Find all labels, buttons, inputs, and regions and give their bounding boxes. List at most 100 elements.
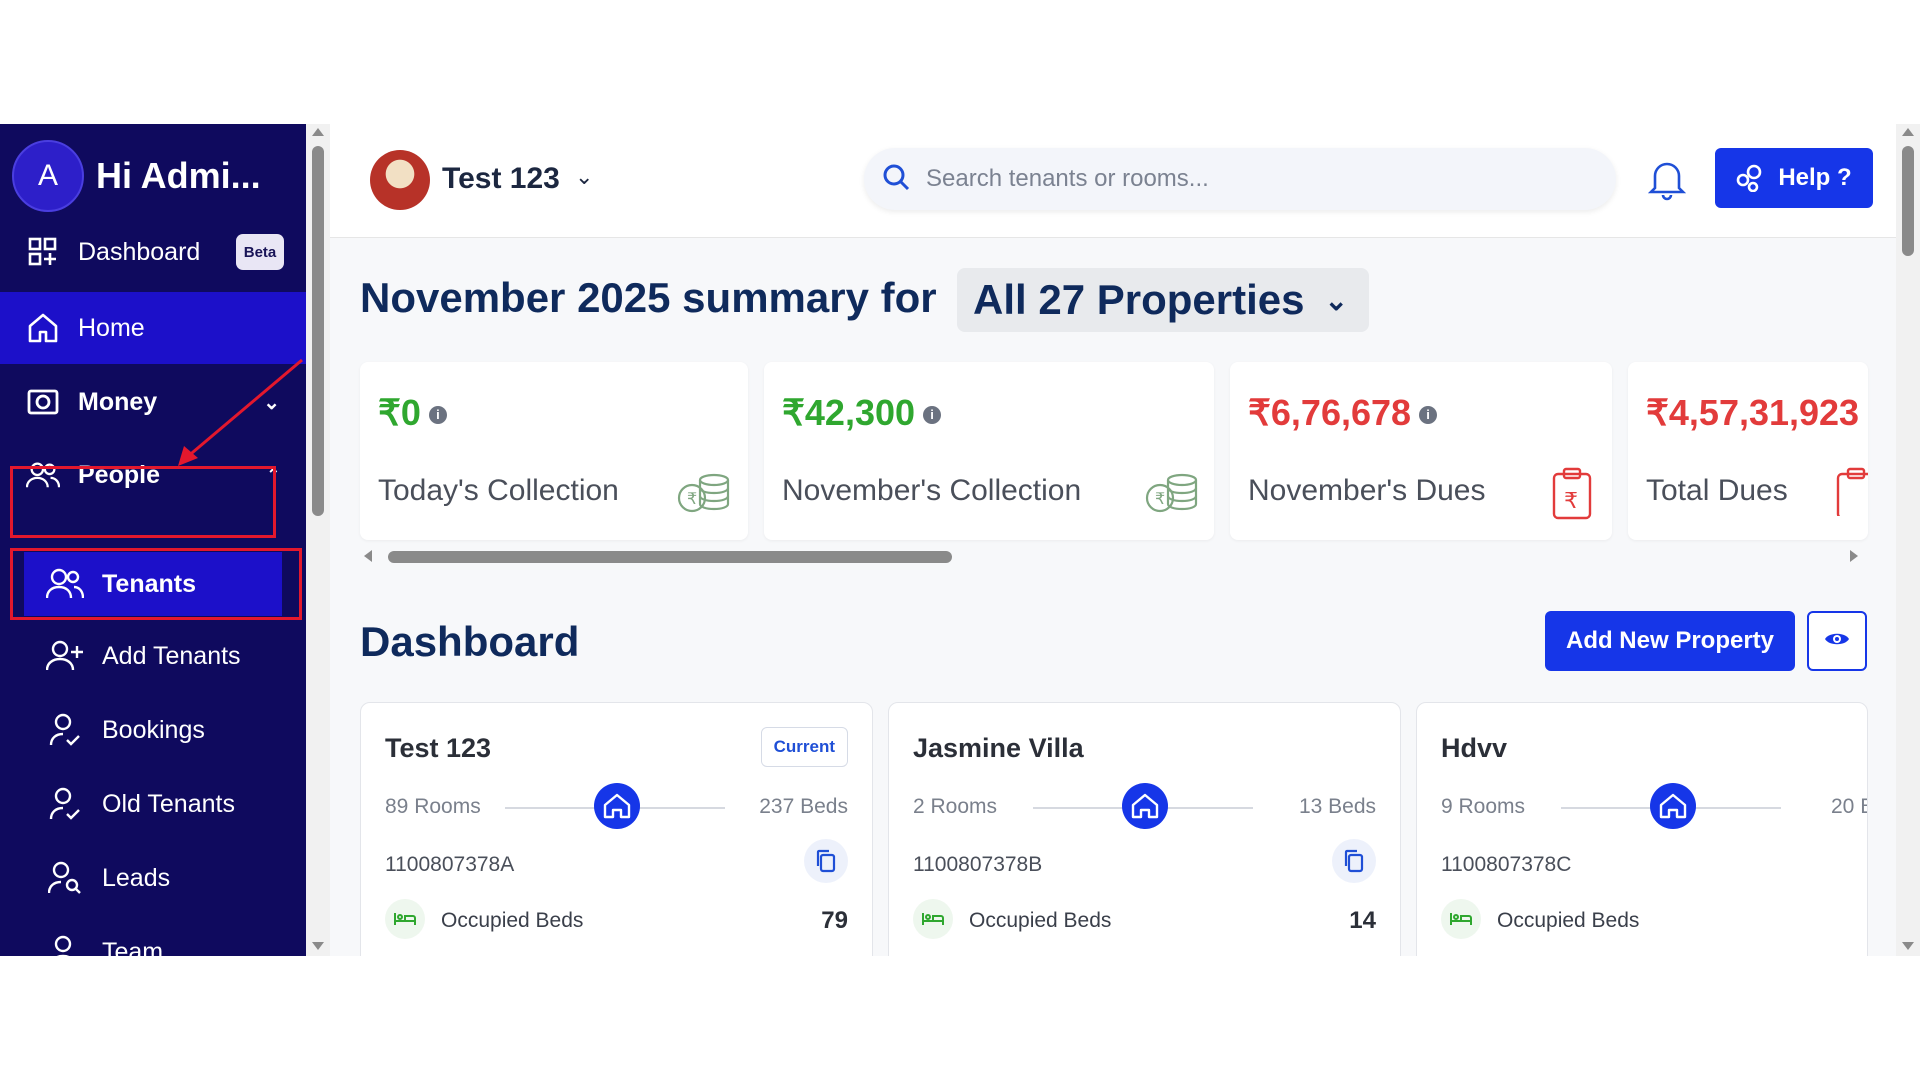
beds-count: 13 Beds (1298, 795, 1376, 818)
rooms-count: 89 Rooms (385, 795, 481, 818)
bed-icon (913, 899, 953, 939)
properties-select[interactable]: All 27 Properties ⌄ (957, 268, 1369, 332)
sidebar-item-add-tenants[interactable]: Add Tenants (24, 624, 282, 688)
bed-icon (1441, 899, 1481, 939)
sidebar-item-people[interactable]: People ⌃ (0, 439, 306, 511)
svg-text:₹: ₹ (1564, 488, 1578, 513)
stat-value: ₹4,57,31,923 (1646, 392, 1860, 433)
bell-icon[interactable] (1642, 154, 1692, 204)
property-selector[interactable]: Test 123 (442, 162, 560, 195)
occupied-beds-label: Occupied Beds (441, 909, 584, 932)
sidebar-item-home[interactable]: Home (0, 292, 306, 364)
copy-icon[interactable] (804, 839, 848, 883)
scrollbar-thumb[interactable] (388, 551, 952, 563)
sidebar-item-label: Add Tenants (102, 641, 241, 670)
toggle-visibility-button[interactable] (1807, 611, 1867, 671)
sidebar-scrollbar[interactable] (306, 124, 330, 956)
stat-label: Today's Collection (378, 474, 619, 507)
stat-card-month-collection[interactable]: ₹42,300 i November's Collection ₹ (764, 362, 1214, 540)
user-icon (46, 933, 84, 956)
scroll-up-arrow-icon[interactable] (1902, 128, 1914, 136)
sidebar-item-leads[interactable]: Leads (24, 846, 282, 910)
copy-icon[interactable] (1332, 839, 1376, 883)
sidebar-item-dashboard[interactable]: Dashboard Beta (0, 216, 306, 288)
properties-select-value: All 27 Properties (973, 276, 1305, 323)
property-card[interactable]: Test 123 Current 89 Rooms 237 Beds 11008… (360, 702, 873, 956)
highlight-box-people (10, 466, 276, 538)
house-icon (1650, 783, 1696, 829)
greeting-text: Hi Admi... (96, 155, 261, 196)
info-icon[interactable]: i (1419, 406, 1438, 425)
sidebar-item-label: Money (78, 387, 158, 416)
beta-badge: Beta (236, 234, 284, 270)
sidebar-item-label: People (78, 460, 160, 489)
add-new-property-button[interactable]: Add New Property (1545, 611, 1795, 671)
sidebar-item-tenants[interactable]: Tenants (24, 552, 282, 616)
stat-card-total-dues[interactable]: ₹4,57,31,923 Total Dues (1628, 362, 1868, 540)
property-name: Test 123 (385, 733, 492, 763)
sidebar-item-label: Home (78, 313, 145, 342)
sidebar-item-label: Tenants (102, 569, 196, 598)
user-search-icon (46, 859, 84, 897)
sidebar-item-old-tenants[interactable]: Old Tenants (24, 772, 282, 836)
house-icon (594, 783, 640, 829)
main-content: Test 123 ⌄ Help ? November 2025 summary … (330, 124, 1896, 956)
scrollbar-thumb[interactable] (312, 146, 324, 516)
stat-card-today-collection[interactable]: ₹0 i Today's Collection ₹ (360, 362, 748, 540)
avatar[interactable]: A (12, 140, 84, 212)
info-icon[interactable]: i (923, 406, 942, 425)
home-icon (26, 311, 60, 345)
stat-label: November's Dues (1248, 474, 1486, 507)
money-icon (26, 385, 60, 419)
main-scrollbar[interactable] (1896, 124, 1920, 956)
bed-icon (385, 899, 425, 939)
stat-value: ₹0 i (378, 392, 447, 434)
sidebar-item-label: Leads (102, 863, 171, 892)
stat-value: ₹6,76,678 i (1248, 392, 1438, 434)
beds-count: 20 Beds (1831, 795, 1867, 818)
stat-value: ₹42,300 i (782, 392, 942, 434)
scroll-right-arrow-icon[interactable] (1850, 550, 1858, 562)
property-card[interactable]: Jasmine Villa 2 Rooms 13 Beds 1100807378… (888, 702, 1401, 956)
help-label: Help ? (1778, 164, 1852, 191)
search-input[interactable] (926, 165, 1566, 193)
help-icon (1736, 164, 1764, 192)
info-icon[interactable]: i (428, 406, 447, 425)
greeting: A Hi Admi... (12, 140, 261, 212)
top-bar: Test 123 ⌄ Help ? (330, 124, 1896, 238)
property-card[interactable]: Hdvv 9 Rooms 20 Beds 1100807378C Occupie… (1416, 702, 1868, 956)
sidebar-item-money[interactable]: Money ⌄ (0, 366, 306, 438)
user-check-icon (46, 711, 84, 749)
stat-card-month-dues[interactable]: ₹6,76,678 i November's Dues ₹ (1230, 362, 1612, 540)
scroll-left-arrow-icon[interactable] (364, 550, 372, 562)
scroll-down-arrow-icon[interactable] (1902, 942, 1914, 950)
property-logo[interactable] (370, 150, 430, 210)
people-icon (26, 458, 60, 492)
highlight-box-tenants (10, 548, 302, 620)
sidebar-item-team[interactable]: Team (24, 920, 282, 956)
stat-label: November's Collection (782, 474, 1082, 507)
help-button[interactable]: Help ? (1715, 148, 1873, 208)
occupied-beds-value: 79 (821, 907, 848, 934)
house-icon (1122, 783, 1168, 829)
scrollbar-thumb[interactable] (1902, 146, 1914, 256)
stat-label: Total Dues (1646, 474, 1788, 507)
property-code: 1100807378B (913, 853, 1043, 876)
stats-horizontal-scrollbar[interactable] (364, 544, 1860, 568)
chevron-down-icon[interactable]: ⌄ (575, 164, 594, 189)
search-bar[interactable] (864, 148, 1616, 210)
rooms-count: 9 Rooms (1441, 795, 1526, 818)
occupied-beds-value: 14 (1349, 907, 1376, 934)
coins-icon: ₹ (1144, 466, 1200, 516)
rooms-count: 2 Rooms (913, 795, 998, 818)
current-badge: Current (760, 727, 848, 767)
scroll-up-arrow-icon[interactable] (312, 128, 324, 136)
chevron-down-icon[interactable]: ⌄ (263, 391, 280, 414)
sidebar-item-label: Team (102, 937, 164, 957)
user-check-icon (46, 785, 84, 823)
sidebar-item-label: Old Tenants (102, 789, 235, 818)
scroll-down-arrow-icon[interactable] (312, 942, 324, 950)
occupied-beds-label: Occupied Beds (969, 909, 1112, 932)
sidebar-item-bookings[interactable]: Bookings (24, 698, 282, 762)
annotation-arrow-icon (178, 358, 303, 466)
